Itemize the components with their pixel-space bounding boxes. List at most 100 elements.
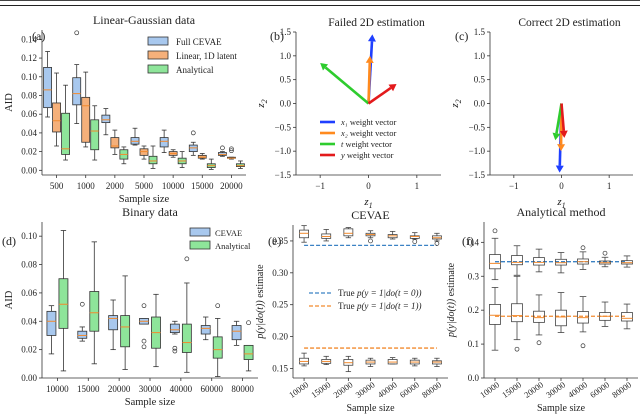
x-tick-label: −1	[315, 181, 325, 191]
x-tick-label: 30000	[354, 379, 377, 399]
outlier-point	[536, 340, 542, 346]
x-tick-label: 15000	[500, 379, 523, 399]
box-body	[511, 255, 523, 266]
box	[212, 303, 223, 377]
x-axis-label: Sample size	[119, 194, 170, 205]
box-body	[489, 254, 501, 270]
ylabel-text: estimate	[446, 262, 457, 298]
outlier-point	[229, 148, 234, 154]
x-tick-label: 10000	[287, 379, 310, 399]
box-body	[90, 119, 100, 151]
y-tick-label: 0.08	[21, 260, 37, 270]
y-axis-label: p(y|do(t)) estimate	[255, 264, 266, 340]
box-body	[533, 257, 545, 266]
box-body	[120, 315, 131, 348]
box	[599, 301, 611, 327]
box-body	[555, 258, 567, 266]
box	[365, 357, 376, 367]
outlier-point	[141, 344, 147, 350]
box	[621, 303, 633, 330]
legend-swatch	[147, 50, 169, 60]
box-body	[81, 96, 91, 143]
x-tick-label: 1	[607, 181, 612, 191]
box	[108, 299, 119, 351]
legend-text: True	[338, 301, 357, 311]
y-tick-label: 0.0	[474, 99, 486, 109]
box	[387, 230, 398, 240]
legend-swatch	[189, 227, 211, 237]
box-body	[77, 330, 88, 339]
box	[511, 275, 523, 352]
box	[321, 229, 332, 242]
box	[621, 255, 633, 268]
panel-a: 0.00 0.02 0.04 0.06 0.08 0.10 0.12 0.14 500 1000 2…	[4, 13, 246, 205]
legend-label: Analytical	[176, 65, 214, 75]
legend: True p(y = 1|do(t = 0))True p(y = 1|do(t…	[309, 288, 422, 311]
box	[169, 320, 180, 354]
panel-title: Linear-Gaussian data	[93, 13, 196, 27]
y-tick-label: 0.0	[280, 99, 292, 109]
y-tick-label: 0.14	[21, 34, 37, 44]
legend-text: weight vector	[348, 117, 397, 127]
x-tick-label: 1	[415, 181, 420, 191]
y-axis-label: AID	[4, 93, 15, 112]
box	[343, 355, 354, 373]
outlier-point	[580, 245, 586, 251]
outlier-point	[74, 30, 80, 36]
x-tick-label: 15000	[77, 384, 100, 394]
legend-swatch	[147, 36, 169, 46]
panel-c: −1.5 −1.0 −0.5 0.0 0.5 1.0 1.5 −1 0 1 Correct 2D e…	[449, 17, 633, 210]
box-body	[533, 310, 545, 323]
panel-title: CEVAE	[351, 208, 389, 222]
y-tick-label: 0.06	[21, 288, 37, 298]
box	[139, 145, 149, 160]
legend-text: True	[338, 288, 357, 298]
y-tick-label: −0.5	[469, 122, 486, 132]
box-body	[58, 278, 69, 329]
box	[533, 248, 545, 273]
legend-label: t weight vector	[341, 139, 392, 149]
x-tick-label: 20000	[522, 379, 545, 399]
box-body	[108, 315, 119, 331]
box	[188, 130, 198, 156]
y-axis-label: p(y|do(t)) estimate	[446, 262, 457, 338]
outlier-point	[492, 228, 498, 234]
legend-label: Full CEVAE	[176, 37, 222, 47]
arrow-y	[559, 103, 568, 138]
x-tick-label: 10000	[162, 181, 185, 191]
legend-text: weight vector	[348, 128, 397, 138]
x-tick-label: 15000	[309, 379, 332, 399]
panel-title: Correct 2D estimation	[518, 17, 620, 29]
outlier-point	[412, 239, 418, 244]
box-body	[489, 304, 501, 325]
x-tick-label: 20000	[108, 384, 131, 394]
panel-label: (f)	[462, 234, 474, 248]
x-tick-label: 20000	[220, 181, 243, 191]
box-body	[52, 102, 61, 133]
box-body	[555, 309, 567, 327]
box-body	[621, 312, 633, 322]
box	[206, 158, 216, 170]
y-tick-label: 1.0	[474, 51, 486, 61]
box-body	[46, 310, 57, 336]
panel-label: (a)	[32, 29, 45, 43]
box	[81, 71, 91, 148]
box	[321, 355, 332, 366]
box	[110, 129, 120, 155]
box	[177, 151, 187, 168]
panel-label: (c)	[455, 29, 468, 43]
box	[299, 352, 309, 367]
legend-label: x₂ weight vector	[340, 128, 397, 138]
y-tick-label: 0.4	[468, 237, 480, 247]
box-body	[299, 229, 309, 239]
ylabel-math: p(y|do(t))	[255, 300, 266, 340]
box	[61, 84, 70, 161]
legend: Full CEVAE Linear, 1D latent Analytical	[147, 36, 237, 75]
arrow-head	[388, 83, 397, 92]
legend-text: weight vector	[345, 150, 394, 160]
box	[130, 127, 140, 146]
arrow-head	[320, 62, 329, 71]
outlier-point	[172, 348, 178, 354]
box-body	[89, 291, 100, 332]
x-tick-label: 0	[559, 181, 564, 191]
